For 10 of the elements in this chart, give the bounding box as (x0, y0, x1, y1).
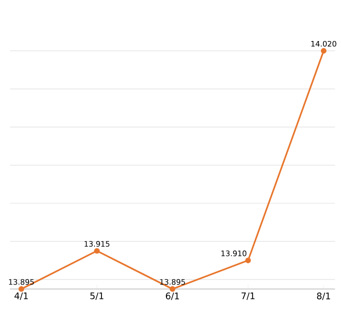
x-tick-label: 7/1 (242, 292, 254, 300)
x-tick-label: 5/1 (90, 292, 104, 300)
x-tick-label: 8/1 (317, 292, 330, 300)
point (320, 48, 326, 54)
x-tick-label: 6/1 (166, 292, 179, 300)
x-tick-label: 4/1 (14, 292, 28, 300)
point (170, 286, 176, 292)
point (94, 248, 100, 254)
point (18, 286, 24, 292)
point (245, 258, 251, 264)
